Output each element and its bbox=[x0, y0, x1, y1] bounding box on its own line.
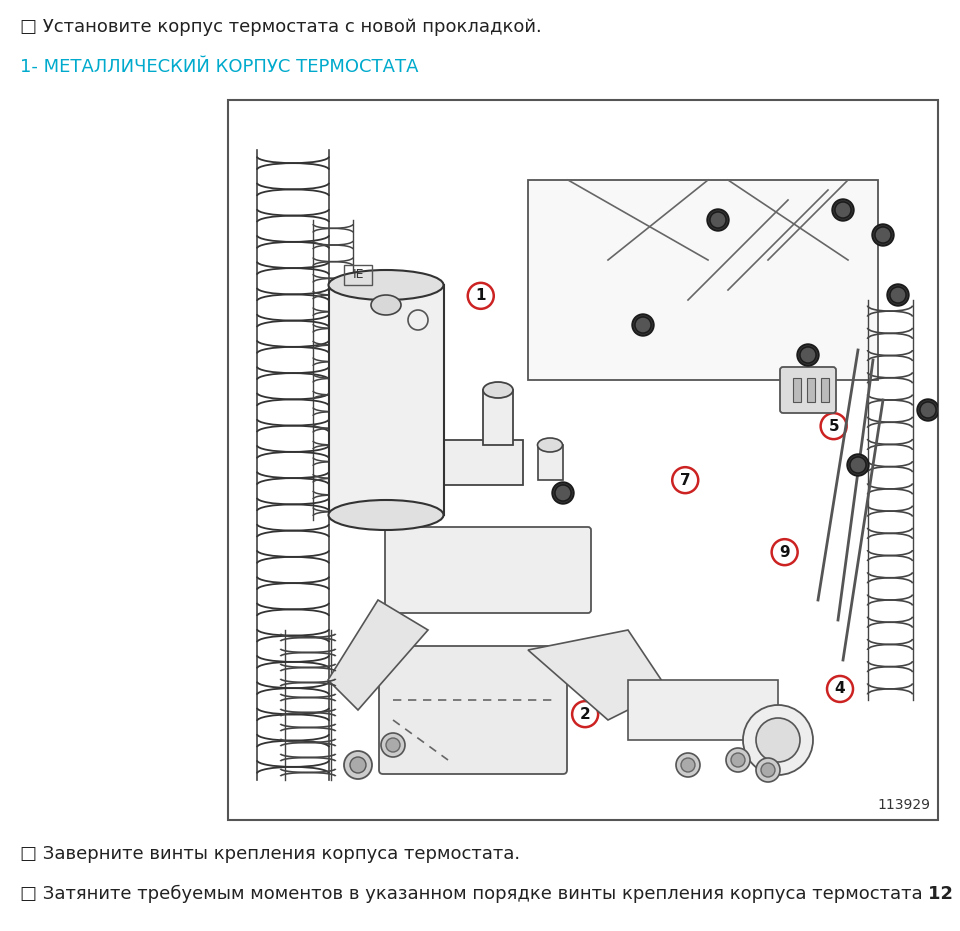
Polygon shape bbox=[528, 630, 668, 720]
Text: 7: 7 bbox=[680, 473, 690, 488]
Circle shape bbox=[802, 348, 815, 361]
Circle shape bbox=[761, 763, 775, 777]
Circle shape bbox=[852, 458, 865, 472]
Circle shape bbox=[665, 316, 691, 342]
Bar bbox=[807, 378, 815, 402]
Text: 9: 9 bbox=[780, 545, 790, 560]
Circle shape bbox=[344, 751, 372, 779]
Text: 2: 2 bbox=[580, 707, 590, 722]
Bar bbox=[328, 285, 444, 515]
Circle shape bbox=[731, 753, 745, 767]
Ellipse shape bbox=[328, 500, 444, 530]
Circle shape bbox=[872, 224, 894, 246]
Circle shape bbox=[922, 403, 935, 416]
Text: □ Установите корпус термостата с новой прокладкой.: □ Установите корпус термостата с новой п… bbox=[20, 18, 541, 36]
Ellipse shape bbox=[328, 270, 444, 300]
Bar bbox=[538, 445, 563, 480]
Circle shape bbox=[743, 705, 813, 775]
Circle shape bbox=[381, 733, 405, 757]
Text: 1- МЕТАЛЛИЧЕСКИЙ КОРПУС ТЕРМОСТАТА: 1- МЕТАЛЛИЧЕСКИЙ КОРПУС ТЕРМОСТАТА bbox=[20, 58, 419, 76]
Circle shape bbox=[386, 738, 400, 752]
Bar bbox=[528, 180, 878, 380]
Circle shape bbox=[917, 399, 939, 421]
Circle shape bbox=[495, 665, 521, 691]
Text: □ Заверните винты крепления корпуса термостата.: □ Заверните винты крепления корпуса терм… bbox=[20, 845, 520, 863]
Circle shape bbox=[552, 482, 574, 504]
Circle shape bbox=[572, 701, 598, 727]
Ellipse shape bbox=[371, 295, 401, 315]
Text: 4: 4 bbox=[834, 681, 846, 696]
Circle shape bbox=[672, 467, 698, 493]
Circle shape bbox=[632, 314, 654, 336]
Circle shape bbox=[892, 289, 904, 302]
Text: 1: 1 bbox=[475, 289, 486, 304]
Ellipse shape bbox=[538, 438, 563, 452]
Circle shape bbox=[730, 701, 756, 727]
Text: 8: 8 bbox=[503, 670, 514, 685]
Circle shape bbox=[797, 344, 819, 366]
Circle shape bbox=[557, 486, 569, 500]
Circle shape bbox=[681, 758, 695, 772]
Circle shape bbox=[876, 228, 890, 242]
FancyBboxPatch shape bbox=[780, 367, 836, 413]
Text: □ Затяните требуемым моментов в указанном порядке винты крепления корпуса термос: □ Затяните требуемым моментов в указанно… bbox=[20, 885, 928, 903]
Circle shape bbox=[836, 203, 850, 217]
Circle shape bbox=[726, 748, 750, 772]
Circle shape bbox=[707, 209, 729, 231]
Circle shape bbox=[772, 539, 798, 565]
Polygon shape bbox=[328, 600, 428, 710]
Text: IE: IE bbox=[352, 268, 364, 281]
Circle shape bbox=[887, 284, 909, 306]
Ellipse shape bbox=[483, 382, 513, 398]
Circle shape bbox=[636, 318, 650, 331]
Text: 6: 6 bbox=[673, 321, 684, 336]
Bar bbox=[821, 378, 829, 402]
Circle shape bbox=[711, 213, 725, 226]
Text: 5: 5 bbox=[828, 419, 839, 434]
Circle shape bbox=[821, 413, 847, 439]
FancyBboxPatch shape bbox=[379, 646, 567, 774]
Circle shape bbox=[827, 676, 853, 702]
Circle shape bbox=[832, 199, 854, 221]
Circle shape bbox=[847, 454, 869, 476]
Bar bbox=[344, 265, 372, 285]
Text: 12 Нм .: 12 Нм . bbox=[928, 885, 960, 903]
Bar bbox=[228, 100, 938, 820]
Circle shape bbox=[350, 757, 366, 773]
Bar bbox=[793, 378, 801, 402]
Text: 3: 3 bbox=[737, 707, 748, 722]
Circle shape bbox=[756, 718, 800, 762]
Text: 113929: 113929 bbox=[877, 798, 930, 812]
FancyBboxPatch shape bbox=[628, 680, 778, 740]
Bar bbox=[443, 440, 523, 485]
Bar bbox=[483, 390, 513, 445]
FancyBboxPatch shape bbox=[385, 527, 591, 613]
Circle shape bbox=[468, 283, 493, 309]
Circle shape bbox=[756, 758, 780, 782]
Circle shape bbox=[676, 753, 700, 777]
